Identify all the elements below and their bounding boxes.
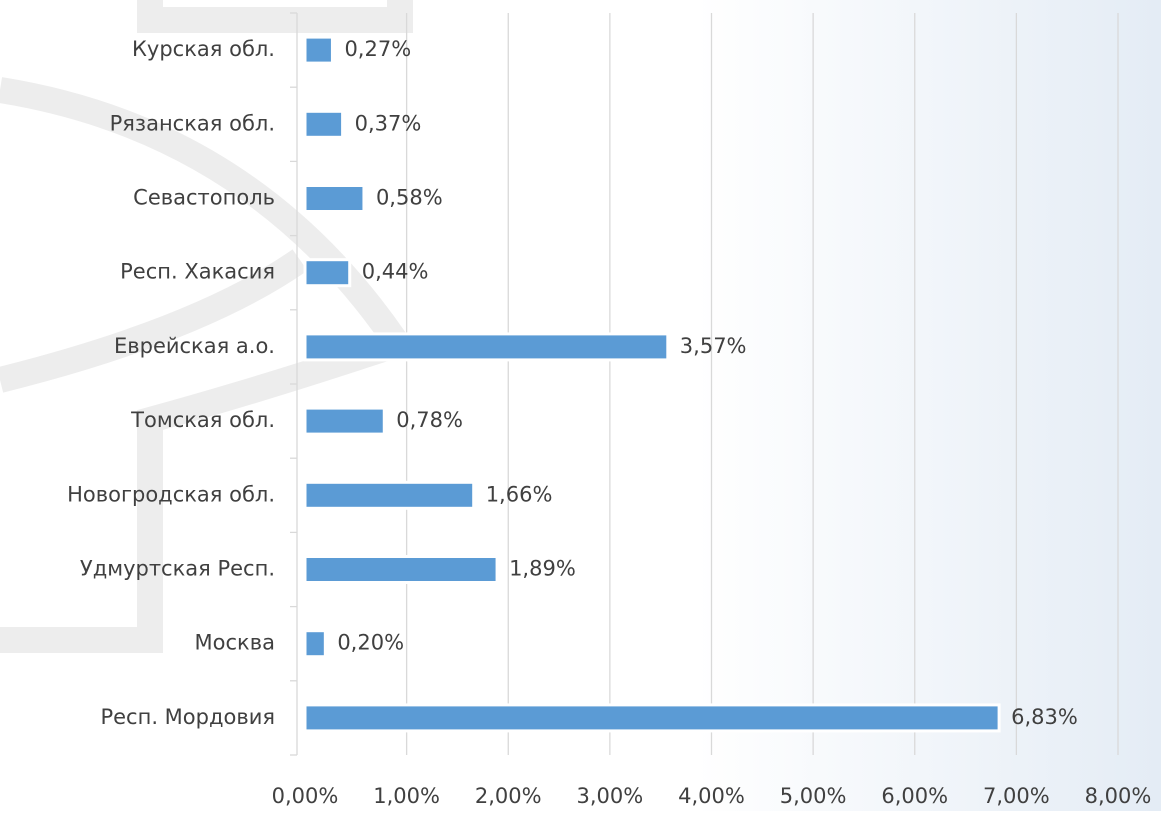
bar	[303, 35, 334, 65]
bar	[303, 480, 476, 510]
data-label: 0,44%	[362, 260, 429, 284]
data-label: 0,20%	[337, 631, 404, 655]
data-label: 0,58%	[376, 186, 443, 210]
data-label: 0,37%	[355, 111, 422, 135]
x-tick-label: 4,00%	[678, 784, 745, 808]
data-label: 1,66%	[486, 482, 553, 506]
data-label: 0,78%	[396, 408, 463, 432]
y-tick-label: Севастополь	[133, 186, 275, 210]
x-tick-label: 0,00%	[272, 784, 339, 808]
y-tick-label: Удмуртская Респ.	[80, 557, 275, 581]
data-label: 3,57%	[680, 334, 747, 358]
y-tick-label: Респ. Мордовия	[100, 705, 275, 729]
bar	[303, 332, 670, 362]
bar	[303, 629, 327, 659]
bar	[303, 406, 386, 436]
y-tick-label: Москва	[195, 631, 275, 655]
y-tick-label: Курская обл.	[132, 37, 275, 61]
bar	[303, 109, 345, 139]
data-label: 1,89%	[509, 557, 576, 581]
bar	[303, 703, 1001, 733]
data-label: 0,27%	[344, 37, 411, 61]
x-tick-label: 5,00%	[780, 784, 847, 808]
y-tick-label: Новогродская обл.	[67, 482, 275, 506]
y-tick-label: Томская обл.	[130, 408, 275, 432]
x-tick-label: 3,00%	[577, 784, 644, 808]
x-tick-label: 1,00%	[373, 784, 440, 808]
y-tick-label: Респ. Хакасия	[120, 260, 275, 284]
bar	[303, 258, 352, 288]
x-tick-label: 7,00%	[983, 784, 1050, 808]
x-tick-label: 2,00%	[475, 784, 542, 808]
x-tick-label: 8,00%	[1085, 784, 1152, 808]
x-tick-label: 6,00%	[881, 784, 948, 808]
bar	[303, 555, 499, 584]
bar	[303, 184, 366, 213]
y-tick-label: Еврейская а.о.	[114, 334, 275, 358]
data-label: 6,83%	[1011, 705, 1078, 729]
y-tick-label: Рязанская обл.	[110, 111, 275, 135]
